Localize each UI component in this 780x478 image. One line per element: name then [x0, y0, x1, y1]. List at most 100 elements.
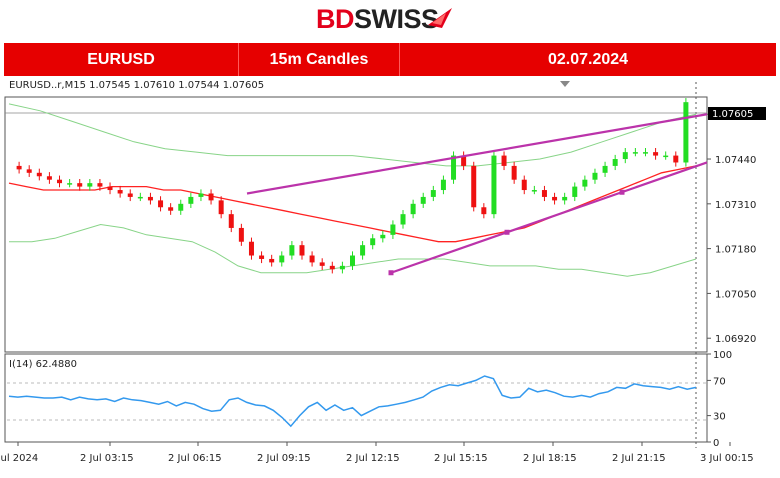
candle-up — [390, 224, 396, 235]
upper-trendline — [246, 113, 708, 195]
header-symbol: EURUSD — [87, 51, 155, 68]
candle-up — [683, 102, 689, 163]
current-price-label: 1.07605 — [712, 109, 753, 120]
lower-trendline — [390, 161, 708, 274]
candle-up — [339, 265, 345, 270]
candle-down — [309, 255, 315, 263]
price-tick-label: 1.07050 — [715, 289, 756, 300]
candle-up — [67, 183, 73, 185]
candle-up — [400, 214, 406, 225]
candle-down — [228, 214, 234, 228]
price-axis: 1.075701.074401.073101.071801.070501.069… — [707, 110, 756, 345]
candle-up — [632, 152, 638, 154]
candle-down — [16, 165, 22, 170]
chart-header-bar: EURUSD 15m Candles 02.07.2024 — [4, 43, 776, 76]
indicator-tick-label: 0 — [713, 438, 719, 449]
candle-down — [46, 176, 52, 180]
candle-up — [562, 196, 568, 201]
candle-down — [147, 196, 153, 201]
brand-logo: BDSWISS — [0, 0, 780, 40]
candle-down — [127, 193, 133, 197]
candle-down — [259, 255, 265, 259]
candle-up — [663, 155, 669, 158]
time-tick-label: 2 Jul 15:15 — [434, 453, 488, 464]
candle-down — [57, 179, 63, 184]
candle-down — [552, 196, 558, 201]
candle-up — [420, 196, 426, 204]
candle-down — [158, 200, 164, 208]
price-tick-label: 1.07180 — [715, 245, 756, 256]
candle-down — [329, 265, 335, 270]
time-tick-label: 2 Jul 21:15 — [612, 453, 666, 464]
current-price-tag — [708, 107, 766, 120]
trendline-anchor — [619, 189, 625, 195]
brand-part-swiss: SWISS — [354, 4, 439, 34]
indicator-series — [8, 375, 697, 428]
indicator-line — [8, 375, 697, 428]
candle-up — [440, 179, 446, 191]
indicator-axis: 100 70 30 0 — [707, 350, 732, 449]
trendline-anchor — [388, 270, 394, 276]
candle-down — [168, 207, 174, 211]
candle-up — [380, 234, 386, 239]
time-tick-label: 2 Jul 2024 — [0, 453, 38, 464]
candle-up — [279, 255, 285, 263]
time-tick-label: 2 Jul 03:15 — [80, 453, 134, 464]
candle-up — [350, 255, 355, 266]
candle-down — [218, 200, 224, 215]
candle-up — [602, 165, 608, 173]
upper-band — [8, 103, 697, 167]
symbol-ohlc-info: EURUSD..r,M15 1.07545 1.07610 1.07544 1.… — [9, 80, 265, 91]
candles — [16, 98, 689, 274]
header-timeframe: 15m Candles — [269, 51, 369, 68]
trendline-anchor — [504, 229, 510, 235]
time-tick-label: 2 Jul 06:15 — [168, 453, 222, 464]
candle-up — [572, 186, 578, 197]
candle-up — [592, 172, 598, 180]
candle-up — [491, 155, 497, 215]
candle-up — [622, 152, 628, 160]
price-tick-label: 1.07310 — [715, 200, 756, 211]
candle-down — [107, 186, 113, 191]
candle-down — [117, 190, 123, 194]
candle-up — [370, 238, 376, 246]
main-panel-frame — [4, 96, 708, 353]
candle-down — [319, 262, 325, 266]
candle-down — [653, 152, 659, 156]
candle-up — [188, 196, 194, 204]
time-tick-label: 2 Jul 12:15 — [346, 453, 400, 464]
candle-down — [248, 241, 254, 256]
candle-down — [77, 183, 83, 187]
indicator-panel-frame — [4, 353, 708, 443]
brand-part-bd: BD — [316, 4, 355, 34]
candle-down — [238, 227, 244, 242]
candle-down — [208, 193, 214, 201]
moving-average — [8, 165, 697, 243]
indicator-label: I(14) 62.4880 — [9, 359, 77, 370]
ma-line — [8, 165, 697, 243]
candle-up — [642, 152, 648, 154]
candle-up — [198, 193, 204, 197]
candle-up — [87, 183, 93, 187]
candle-up — [582, 179, 588, 187]
time-tick-label: 3 Jul 00:15 — [700, 453, 754, 464]
candle-up — [612, 159, 618, 166]
candle-down — [269, 258, 275, 263]
price-tick-label: 1.06920 — [715, 334, 756, 345]
indicator-tick-label: 100 — [713, 350, 732, 361]
candle-up — [451, 155, 457, 180]
candle-down — [673, 155, 679, 163]
indicator-tick-label: 30 — [713, 412, 726, 423]
candle-down — [97, 183, 103, 187]
price-tick-label: 1.07440 — [715, 155, 756, 166]
trendlines — [246, 113, 708, 276]
candle-down — [511, 165, 517, 180]
candle-up — [531, 190, 537, 192]
candle-down — [541, 190, 547, 197]
candle-up — [430, 190, 436, 197]
brand-swoosh-icon — [428, 8, 452, 28]
candle-down — [501, 155, 507, 166]
candle-down — [26, 169, 32, 173]
indicator-tick-label: 70 — [713, 376, 726, 387]
